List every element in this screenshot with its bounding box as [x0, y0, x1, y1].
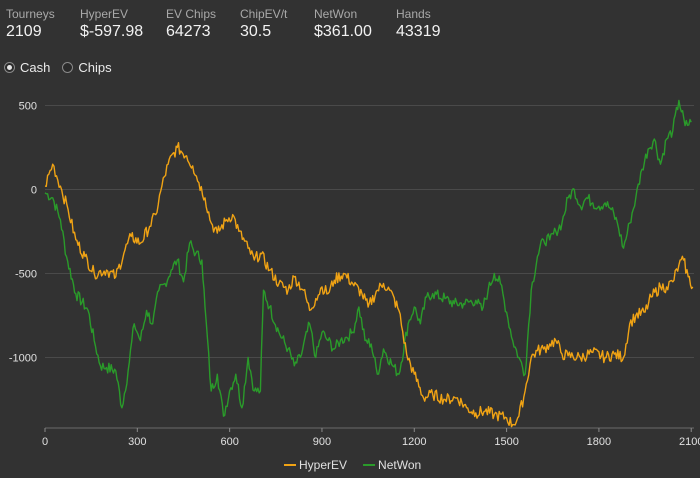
- radio-unchecked-icon[interactable]: [62, 62, 74, 73]
- stat-value: 64273: [166, 23, 211, 40]
- stat-label: EV Chips: [166, 7, 217, 21]
- stat-value: 30.5: [240, 23, 272, 40]
- stat-label: Tourneys: [6, 7, 55, 21]
- y-tick-label: -500: [15, 268, 37, 280]
- legend[interactable]: HyperEV NetWon: [284, 458, 421, 472]
- x-tick-label: 0: [42, 436, 48, 448]
- stat-label: ChipEV/t: [240, 7, 288, 21]
- series-line-hyperev: [44, 142, 694, 428]
- x-tick-label: 900: [313, 436, 331, 448]
- stat-hands: Hands 43319: [396, 6, 456, 42]
- x-axis-ticks: 0 300 600 900 1200 1500 1800 2100: [42, 428, 700, 448]
- x-tick-label: 1800: [587, 436, 611, 448]
- currency-toggle: Cash Chips: [4, 60, 124, 75]
- legend-label[interactable]: NetWon: [378, 458, 421, 472]
- grid-lines: [45, 104, 694, 429]
- series-line-netwon: [44, 99, 692, 417]
- stat-tourneys: Tourneys 2109: [6, 6, 62, 42]
- cash-radio-label: Cash: [20, 60, 51, 75]
- legend-label[interactable]: HyperEV: [299, 458, 347, 472]
- y-tick-label: 500: [19, 100, 37, 112]
- x-tick-label: 600: [220, 436, 238, 448]
- x-tick-label: 2100: [679, 436, 700, 448]
- x-tick-label: 300: [128, 436, 146, 448]
- stat-ev-chips: EV Chips 64273: [166, 6, 222, 42]
- stat-hyperev: HyperEV $-597.98: [80, 6, 148, 42]
- series-lines: [44, 99, 694, 428]
- stat-label: NetWon: [314, 7, 358, 21]
- stat-chipev-per-t: ChipEV/t 30.5: [240, 6, 296, 42]
- stats-bar: Tourneys 2109 HyperEV $-597.98 EV Chips …: [6, 6, 474, 42]
- y-axis-ticks: 500 0 -500 -1000: [9, 100, 37, 364]
- x-tick-label: 1200: [402, 436, 426, 448]
- stat-value: $-597.98: [80, 23, 144, 40]
- y-tick-label: -1000: [9, 352, 37, 364]
- stat-label: Hands: [396, 7, 431, 21]
- radio-checked-icon[interactable]: [4, 62, 15, 73]
- cash-radio[interactable]: Cash: [4, 60, 50, 75]
- stat-label: HyperEV: [80, 7, 129, 21]
- x-tick-label: 1500: [494, 436, 518, 448]
- stat-value: 43319: [396, 23, 441, 40]
- stat-value: $361.00: [314, 23, 372, 40]
- chips-radio[interactable]: Chips: [62, 60, 112, 75]
- stat-netwon: NetWon $361.00: [314, 6, 378, 42]
- stat-value: 2109: [6, 23, 42, 40]
- y-tick-label: 0: [31, 184, 37, 196]
- chips-radio-label: Chips: [78, 60, 112, 75]
